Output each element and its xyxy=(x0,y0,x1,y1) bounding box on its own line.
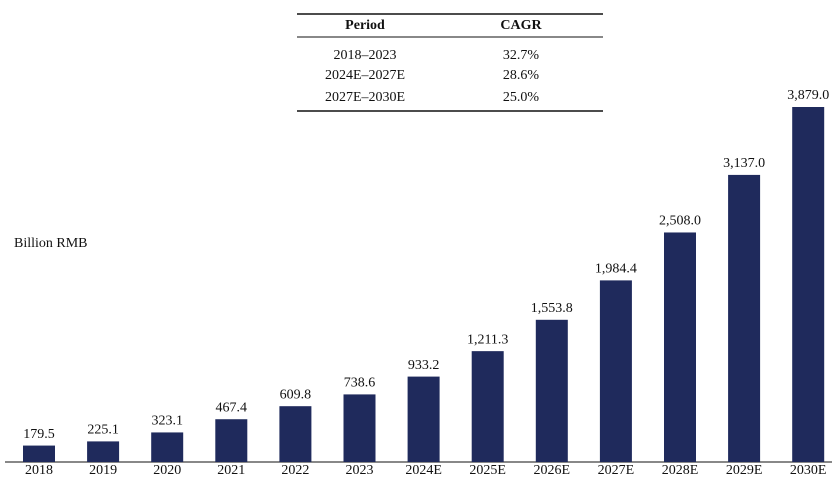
x-tick-label: 2021 xyxy=(217,463,245,477)
value-label: 1,553.8 xyxy=(531,301,573,316)
table-cell: 2027E–2030E xyxy=(325,90,405,105)
table-cell: 28.6% xyxy=(503,68,540,83)
x-tick-label: 2024E xyxy=(405,463,442,477)
x-tick-label: 2030E xyxy=(790,463,827,477)
y-axis-label: Billion RMB xyxy=(14,236,88,251)
bar xyxy=(407,376,440,462)
x-tick-label: 2026E xyxy=(534,463,571,477)
bar xyxy=(87,441,120,462)
x-tick-label: 2029E xyxy=(726,463,763,477)
table-header: CAGR xyxy=(500,18,542,33)
x-tick-label: 2019 xyxy=(89,463,117,477)
bar xyxy=(535,319,568,462)
bar xyxy=(471,351,504,462)
table-cell: 32.7% xyxy=(503,48,540,63)
bar xyxy=(343,394,376,462)
value-label: 609.8 xyxy=(280,387,312,402)
bar xyxy=(792,107,825,462)
value-label: 3,137.0 xyxy=(723,156,765,171)
bar xyxy=(599,280,632,462)
value-label: 225.1 xyxy=(87,423,119,438)
bar xyxy=(215,419,248,462)
table-cell: 2024E–2027E xyxy=(325,68,405,83)
bar xyxy=(664,232,696,462)
bar xyxy=(23,445,55,462)
bar xyxy=(728,174,761,462)
x-tick-label: 2027E xyxy=(598,463,635,477)
x-tick-label: 2025E xyxy=(469,463,506,477)
value-label: 3,879.0 xyxy=(787,88,829,103)
x-tick-label: 2022 xyxy=(281,463,309,477)
value-label: 2,508.0 xyxy=(659,214,701,229)
x-tick-label: 2020 xyxy=(153,463,181,477)
x-tick-label: 2023 xyxy=(346,463,374,477)
value-label: 323.1 xyxy=(151,414,183,429)
bar xyxy=(151,432,184,462)
x-tick-label: 2028E xyxy=(662,463,699,477)
x-tick-label: 2018 xyxy=(25,463,53,477)
value-label: 933.2 xyxy=(408,358,440,373)
value-label: 1,984.4 xyxy=(595,262,637,277)
value-label: 467.4 xyxy=(216,400,248,415)
value-label: 738.6 xyxy=(344,376,376,391)
bar xyxy=(279,406,312,462)
value-label: 1,211.3 xyxy=(467,332,508,347)
table-header: Period xyxy=(345,18,385,33)
value-label: 179.5 xyxy=(23,427,55,442)
table-cell: 2018–2023 xyxy=(334,48,397,63)
table-cell: 25.0% xyxy=(503,90,540,105)
